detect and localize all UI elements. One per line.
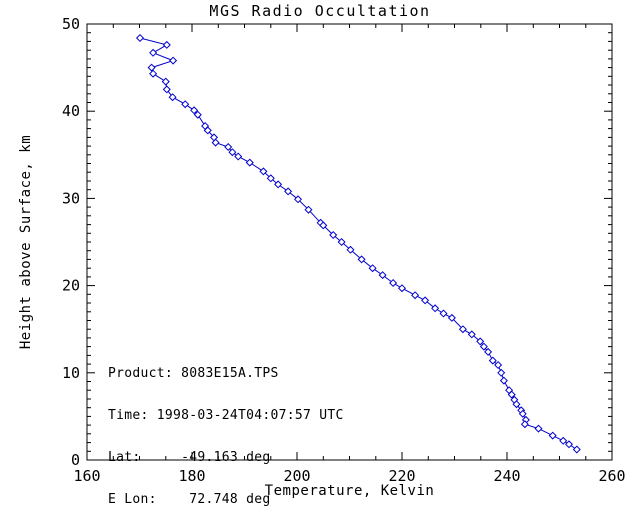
diamond-marker bbox=[169, 56, 178, 65]
x-tick-label: 180 bbox=[178, 467, 205, 485]
diamond-marker bbox=[149, 69, 158, 78]
diamond-marker bbox=[234, 152, 243, 161]
diamond-marker bbox=[168, 93, 177, 102]
diamond-marker bbox=[147, 63, 156, 72]
x-tick-label: 220 bbox=[388, 467, 415, 485]
diamond-marker bbox=[458, 325, 467, 334]
diamond-marker bbox=[259, 167, 268, 176]
diamond-marker bbox=[518, 409, 527, 418]
diamond-marker bbox=[488, 356, 497, 365]
diamond-marker bbox=[319, 221, 328, 230]
diamond-marker bbox=[181, 100, 190, 109]
diamond-marker bbox=[479, 342, 488, 351]
diamond-marker bbox=[411, 291, 420, 300]
diamond-marker bbox=[534, 424, 543, 433]
diamond-marker bbox=[224, 142, 233, 152]
diamond-marker bbox=[162, 40, 171, 49]
diamond-marker bbox=[274, 180, 283, 189]
x-tick-label: 160 bbox=[73, 467, 100, 485]
diamond-marker bbox=[421, 296, 430, 305]
diamond-marker bbox=[161, 77, 170, 86]
diamond-marker bbox=[304, 205, 313, 214]
diamond-marker bbox=[190, 106, 199, 115]
diamond-marker bbox=[228, 148, 237, 157]
diamond-marker bbox=[559, 436, 568, 445]
diamond-marker bbox=[431, 304, 440, 313]
diamond-marker bbox=[447, 313, 456, 322]
diamond-marker bbox=[368, 264, 377, 273]
y-tick-label: 0 bbox=[71, 451, 80, 469]
diamond-marker bbox=[149, 48, 158, 57]
annotation-line-time: Time: 1998-03-24T04:07:57 UTC bbox=[108, 408, 344, 423]
chart-title: MGS Radio Occultation bbox=[209, 2, 431, 20]
diamond-marker bbox=[439, 309, 448, 318]
diamond-marker bbox=[293, 195, 303, 204]
annotation-block: Product: 8083E15A.TPS Time: 1998-03-24T0… bbox=[108, 339, 344, 512]
x-tick-label: 260 bbox=[598, 467, 625, 485]
annotation-line-product: Product: 8083E15A.TPS bbox=[108, 366, 279, 381]
y-tick-label: 30 bbox=[62, 189, 80, 207]
diamond-marker bbox=[211, 138, 220, 147]
y-tick-label: 20 bbox=[62, 277, 80, 295]
diamond-marker bbox=[499, 376, 508, 385]
y-tick-label: 50 bbox=[62, 15, 80, 33]
diamond-marker bbox=[329, 230, 338, 240]
y-axis-ticks bbox=[87, 23, 612, 461]
diamond-marker bbox=[135, 33, 145, 43]
diamond-marker bbox=[203, 126, 212, 135]
diamond-marker bbox=[193, 110, 202, 119]
y-tick-labels: 0 10 20 30 40 50 bbox=[62, 15, 80, 469]
diamond-marker bbox=[564, 440, 574, 449]
x-axis-label: Temperature, Kelvin bbox=[264, 483, 435, 499]
diamond-marker bbox=[572, 445, 581, 454]
diamond-marker bbox=[389, 278, 398, 288]
diamond-marker bbox=[162, 85, 171, 94]
diamond-marker bbox=[397, 284, 407, 293]
x-tick-label: 240 bbox=[493, 467, 520, 485]
diamond-marker bbox=[548, 431, 557, 440]
y-axis-label: Height above Surface, km bbox=[18, 134, 34, 350]
diamond-marker bbox=[337, 237, 346, 247]
diamond-marker bbox=[507, 390, 516, 399]
annotation-line-elon: E Lon: 72.748 deg bbox=[108, 492, 271, 507]
annotation-line-lat: Lat: -49.163 deg bbox=[108, 450, 271, 465]
diamond-marker bbox=[245, 158, 254, 167]
x-tick-labels: 160 180 200 220 240 260 bbox=[73, 467, 625, 485]
diamond-marker bbox=[494, 360, 503, 370]
diamond-marker bbox=[284, 187, 293, 196]
diamond-marker bbox=[357, 255, 366, 264]
diamond-marker bbox=[266, 174, 275, 183]
diamond-marker bbox=[512, 400, 521, 409]
diamond-marker bbox=[467, 330, 476, 339]
diamond-marker bbox=[346, 245, 355, 254]
data-point-markers bbox=[135, 33, 581, 454]
diamond-marker bbox=[378, 271, 387, 280]
diamond-marker bbox=[484, 347, 493, 356]
diamond-marker bbox=[520, 420, 529, 429]
y-tick-label: 10 bbox=[62, 364, 80, 382]
diamond-marker bbox=[476, 337, 485, 346]
x-tick-label: 200 bbox=[283, 467, 310, 485]
y-tick-label: 40 bbox=[62, 102, 80, 120]
diamond-marker bbox=[497, 368, 506, 377]
x-axis-ticks bbox=[86, 24, 613, 460]
